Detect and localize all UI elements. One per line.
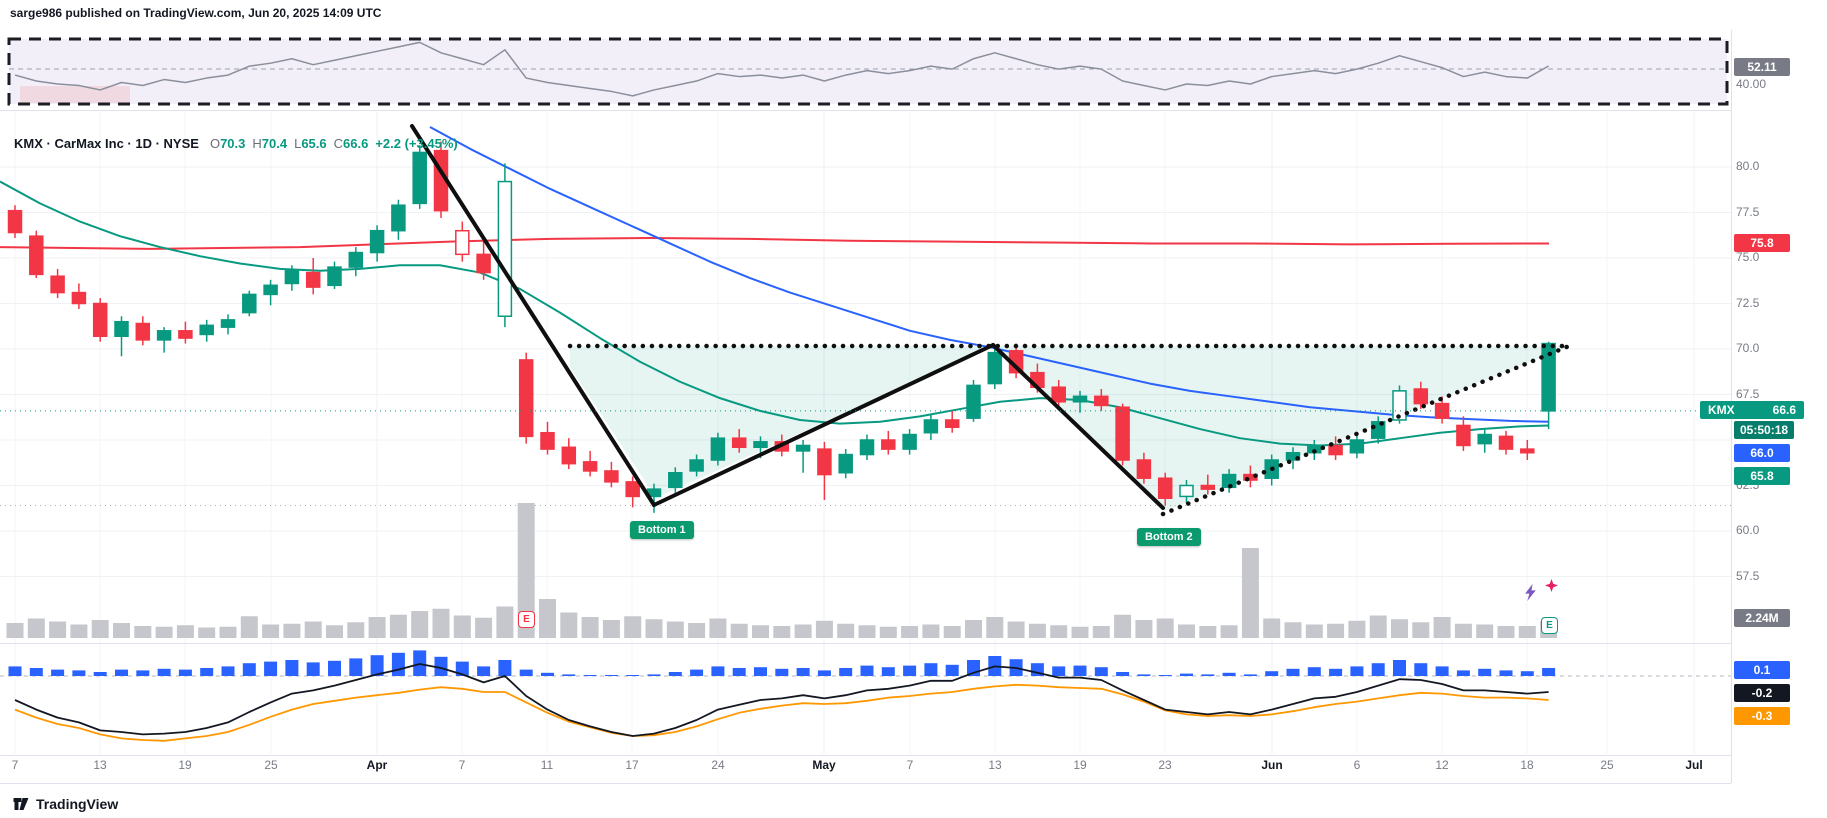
tradingview-mark	[13, 798, 29, 810]
last-price-badge: KMX 66.6	[1700, 401, 1804, 419]
red-ma-badge: 75.8	[1734, 234, 1790, 252]
time-label: 7	[906, 758, 914, 772]
macd-line-badge: -0.2	[1734, 684, 1790, 702]
time-label: Jun	[1261, 758, 1283, 772]
star-icon[interactable]	[1545, 579, 1558, 592]
time-label: 12	[1435, 758, 1449, 772]
price-label: 75.0	[1736, 250, 1760, 264]
earnings-icon[interactable]: E	[518, 611, 535, 628]
time-label: 11	[540, 758, 554, 772]
time-label: 13	[988, 758, 1002, 772]
countdown-badge: 05:50:18	[1734, 421, 1795, 439]
price-label: 72.5	[1736, 295, 1760, 310]
time-label: Apr	[366, 758, 388, 772]
price-label: 67.5	[1736, 386, 1760, 401]
time-label: 13	[93, 758, 107, 772]
symbol-ticker: KMX	[1708, 403, 1735, 417]
time-label: 19	[178, 758, 192, 772]
lightning-icon[interactable]	[1524, 584, 1539, 601]
price-label: 70.0	[1736, 341, 1760, 355]
publish-info: sarge986 published on TradingView.com, J…	[10, 6, 382, 20]
time-label: 24	[711, 758, 725, 772]
earnings-icon-upcoming[interactable]: E	[1541, 617, 1558, 634]
time-label: 19	[1073, 758, 1087, 772]
symbol-title[interactable]: KMX · CarMax Inc · 1D · NYSE	[14, 136, 199, 151]
legend-close: C66.6	[333, 136, 369, 151]
bottom2-label[interactable]: Bottom 2	[1137, 528, 1201, 546]
time-label: 6	[1353, 758, 1361, 772]
price-label: 60.0	[1736, 523, 1760, 537]
bottom1-label[interactable]: Bottom 1	[630, 521, 694, 539]
macd-signal-badge: -0.3	[1734, 707, 1790, 725]
rsi-level-label: 40.00	[1736, 77, 1767, 91]
legend-open: O70.3	[209, 136, 246, 151]
time-label: May	[812, 758, 836, 772]
legend-low: L65.6	[294, 136, 327, 151]
price-label: 80.0	[1736, 159, 1760, 173]
volume-badge: 2.24M	[1734, 609, 1790, 627]
legend-high: H70.4	[252, 136, 288, 151]
time-label: 18	[1520, 758, 1534, 772]
last-price: 66.6	[1772, 403, 1796, 417]
time-label: 23	[1158, 758, 1172, 772]
price-label: 57.5	[1736, 568, 1760, 583]
time-label: 7	[458, 758, 466, 772]
time-label: 25	[264, 758, 278, 772]
brand-name: TradingView	[36, 796, 119, 812]
rsi-value-badge: 52.11	[1734, 58, 1790, 76]
time-label: 17	[625, 758, 639, 772]
macd-hist-badge: 0.1	[1734, 661, 1790, 679]
time-label: 7	[11, 758, 19, 772]
teal-ma-badge: 65.8	[1734, 467, 1790, 485]
symbol-legend[interactable]: KMX · CarMax Inc · 1D · NYSE O70.3 H70.4…	[14, 136, 458, 151]
legend-change: +2.2 (+3.45%)	[375, 136, 458, 151]
price-label: 77.5	[1736, 204, 1760, 219]
time-label: Jul	[1685, 758, 1703, 772]
tradingview-logo[interactable]: TradingView	[12, 796, 118, 812]
blue-ma-badge: 66.0	[1734, 444, 1790, 462]
time-label: 25	[1600, 758, 1614, 772]
